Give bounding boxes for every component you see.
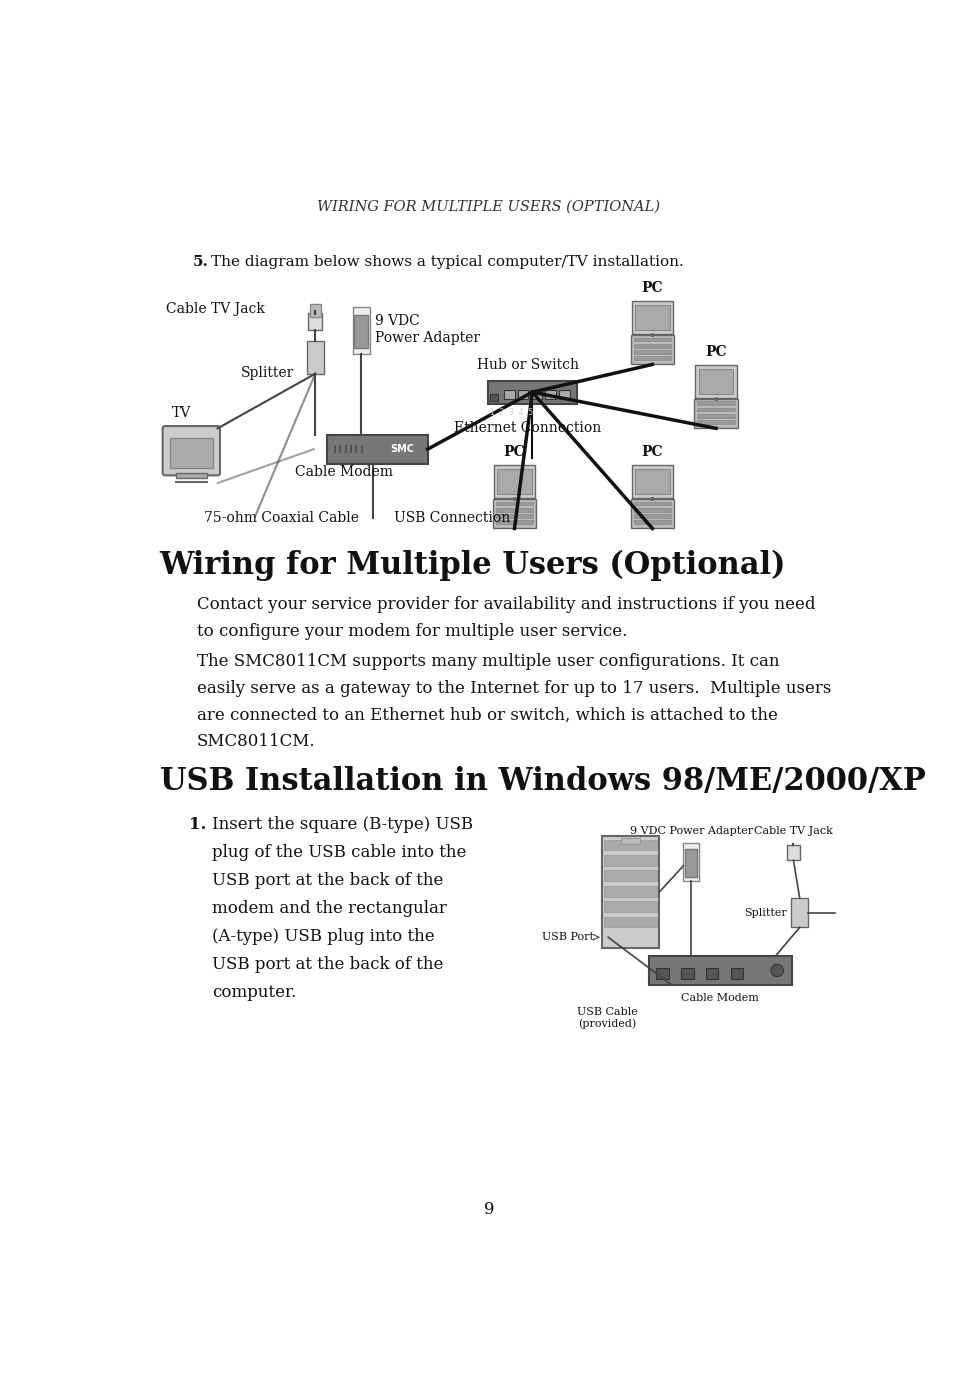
Text: 75-ohm Coaxial Cable: 75-ohm Coaxial Cable bbox=[204, 511, 359, 526]
Bar bbox=[705, 969, 718, 979]
Bar bbox=[730, 969, 742, 979]
Bar bbox=[699, 369, 732, 394]
Text: Insert the square (B-type) USB
plug of the USB cable into the
USB port at the ba: Insert the square (B-type) USB plug of t… bbox=[212, 816, 473, 1001]
Bar bbox=[490, 394, 497, 401]
Bar bbox=[635, 469, 669, 494]
Bar bbox=[327, 434, 427, 464]
Text: PC: PC bbox=[641, 282, 662, 296]
Text: 9 VDC Power Adapter: 9 VDC Power Adapter bbox=[629, 826, 752, 837]
Text: USB Connection: USB Connection bbox=[394, 511, 510, 526]
Text: Cable Modem: Cable Modem bbox=[680, 992, 758, 1002]
Bar bbox=[684, 849, 697, 876]
Text: USB Port: USB Port bbox=[541, 933, 594, 942]
Text: Cable TV Jack: Cable TV Jack bbox=[753, 826, 832, 836]
Bar bbox=[697, 401, 734, 405]
Bar bbox=[633, 350, 670, 354]
Bar bbox=[601, 837, 659, 948]
Bar bbox=[633, 344, 670, 347]
Text: Cable TV Jack: Cable TV Jack bbox=[166, 303, 264, 316]
Text: 1.: 1. bbox=[190, 816, 207, 833]
Bar bbox=[695, 365, 736, 397]
Text: Cable Modem: Cable Modem bbox=[294, 465, 393, 479]
Bar bbox=[353, 308, 369, 354]
Text: WIRING FOR MULTIPLE USERS (OPTIONAL): WIRING FOR MULTIPLE USERS (OPTIONAL) bbox=[317, 200, 659, 214]
Text: Splitter: Splitter bbox=[241, 366, 294, 380]
FancyBboxPatch shape bbox=[162, 426, 220, 475]
Bar bbox=[604, 840, 657, 851]
Circle shape bbox=[770, 965, 782, 977]
Bar bbox=[604, 916, 657, 927]
Bar bbox=[604, 870, 657, 881]
Bar bbox=[493, 500, 536, 529]
Bar bbox=[488, 380, 577, 404]
Bar bbox=[682, 843, 699, 881]
Bar bbox=[633, 508, 670, 512]
Text: 1  2  3  4  5: 1 2 3 4 5 bbox=[489, 408, 533, 418]
Bar bbox=[694, 400, 737, 429]
Text: The diagram below shows a typical computer/TV installation.: The diagram below shows a typical comput… bbox=[211, 255, 682, 269]
Bar bbox=[604, 901, 657, 912]
Text: SMC: SMC bbox=[390, 444, 414, 454]
Bar bbox=[680, 969, 693, 979]
Text: 5.: 5. bbox=[193, 255, 209, 269]
Bar bbox=[620, 838, 639, 844]
Text: Wiring for Multiple Users (Optional): Wiring for Multiple Users (Optional) bbox=[159, 550, 785, 582]
Bar bbox=[496, 508, 533, 512]
Bar bbox=[633, 501, 670, 505]
Bar bbox=[604, 855, 657, 866]
Text: PC: PC bbox=[704, 346, 726, 359]
Bar bbox=[517, 390, 528, 400]
Bar bbox=[656, 969, 668, 979]
Bar bbox=[496, 514, 533, 518]
Bar bbox=[633, 520, 670, 523]
Bar bbox=[307, 341, 323, 373]
Bar bbox=[496, 501, 533, 505]
Bar bbox=[697, 408, 734, 411]
Bar bbox=[558, 390, 570, 400]
Bar bbox=[633, 337, 670, 341]
Bar bbox=[648, 956, 791, 985]
Bar bbox=[496, 520, 533, 523]
Bar bbox=[631, 301, 673, 333]
Text: 9: 9 bbox=[483, 1202, 494, 1219]
Bar bbox=[630, 500, 674, 529]
Text: 9 VDC
Power Adapter: 9 VDC Power Adapter bbox=[375, 315, 479, 344]
Bar bbox=[786, 845, 799, 861]
Bar bbox=[604, 886, 657, 897]
Bar bbox=[545, 390, 556, 400]
Bar bbox=[633, 514, 670, 518]
Bar bbox=[531, 390, 542, 400]
Text: USB Cable
(provided): USB Cable (provided) bbox=[577, 1006, 638, 1029]
Bar bbox=[631, 465, 673, 498]
Bar bbox=[310, 304, 320, 316]
Text: Hub or Switch: Hub or Switch bbox=[476, 358, 578, 372]
Text: Splitter: Splitter bbox=[743, 908, 786, 917]
Bar bbox=[175, 473, 207, 477]
Bar bbox=[497, 469, 531, 494]
Bar bbox=[633, 355, 670, 359]
Text: The SMC8011CM supports many multiple user configurations. It can
easily serve as: The SMC8011CM supports many multiple use… bbox=[196, 654, 830, 751]
Text: Contact your service provider for availability and instructions if you need
to c: Contact your service provider for availa… bbox=[196, 597, 815, 640]
Bar bbox=[170, 437, 213, 468]
Text: PC: PC bbox=[503, 446, 525, 459]
Bar bbox=[697, 421, 734, 423]
Bar bbox=[493, 465, 535, 498]
Bar bbox=[354, 315, 368, 347]
Bar bbox=[635, 305, 669, 330]
Bar bbox=[503, 390, 514, 400]
Text: TV: TV bbox=[172, 405, 191, 421]
Text: USB Installation in Windows 98/ME/2000/XP: USB Installation in Windows 98/ME/2000/X… bbox=[159, 766, 924, 797]
Bar bbox=[308, 312, 322, 330]
Bar bbox=[790, 898, 807, 927]
Bar bbox=[630, 335, 674, 365]
Bar bbox=[697, 414, 734, 418]
Text: Ethernet Connection: Ethernet Connection bbox=[454, 422, 600, 436]
Text: PC: PC bbox=[641, 446, 662, 459]
